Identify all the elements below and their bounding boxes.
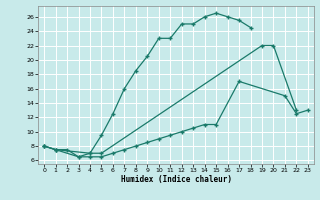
X-axis label: Humidex (Indice chaleur): Humidex (Indice chaleur): [121, 175, 231, 184]
